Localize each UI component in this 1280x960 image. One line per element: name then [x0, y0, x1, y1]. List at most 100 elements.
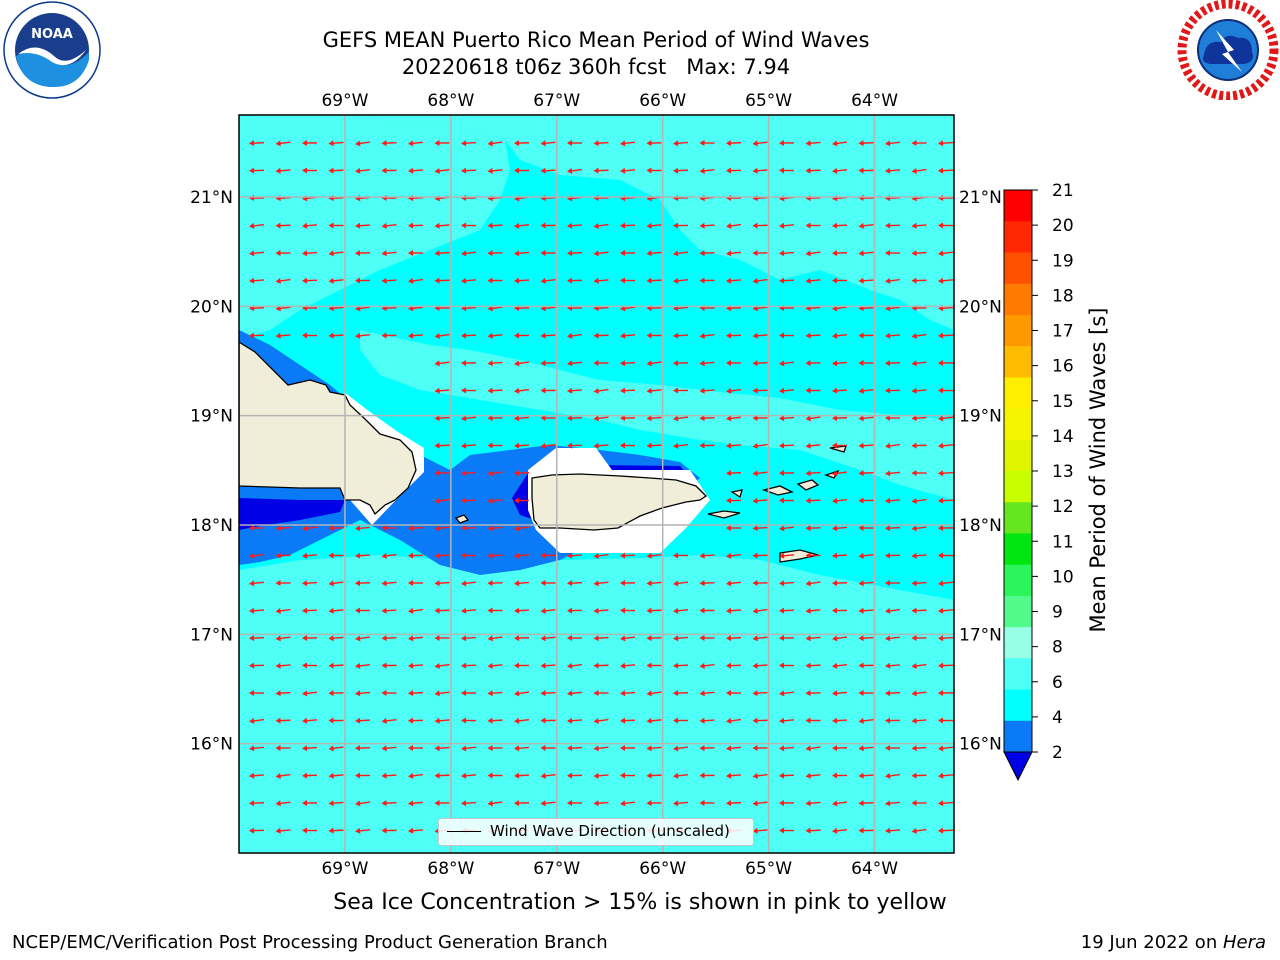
wind-wave-arrow: [249, 250, 265, 257]
wind-wave-arrow: [461, 250, 477, 257]
wind-wave-arrow: [408, 552, 424, 559]
wind-wave-arrow: [779, 525, 795, 532]
wind-wave-arrow: [620, 635, 636, 642]
colorbar-segment: [1004, 252, 1032, 285]
wind-wave-arrow: [302, 552, 318, 559]
wind-wave-arrow: [567, 277, 583, 284]
wind-wave-arrow: [752, 332, 768, 339]
chart-subtitle: 20220618 t06z 360h fcst Max: 7.94: [401, 55, 791, 79]
wind-wave-arrow: [858, 717, 874, 724]
wind-wave-arrow: [567, 580, 583, 587]
wind-wave-arrow: [832, 222, 848, 229]
colorbar-tick-label: 17: [1052, 322, 1074, 342]
wind-wave-arrow: [567, 332, 583, 339]
wind-wave-arrow: [593, 140, 609, 147]
wind-wave-arrow: [381, 277, 397, 284]
wind-wave-arrow: [779, 250, 795, 257]
wind-wave-arrow: [858, 662, 874, 669]
wind-wave-arrow: [726, 525, 741, 531]
wind-wave-arrow: [938, 277, 954, 284]
wind-wave-arrow: [540, 167, 556, 174]
wind-wave-arrow: [540, 607, 556, 614]
wind-wave-arrow: [885, 415, 900, 421]
wind-wave-arrow: [752, 717, 768, 724]
wind-wave-arrow: [885, 442, 901, 449]
wind-wave-arrow: [858, 277, 874, 284]
wind-wave-arrow: [779, 635, 795, 642]
wind-wave-arrow: [673, 690, 689, 697]
wind-wave-arrow: [593, 662, 609, 669]
wind-wave-arrow: [726, 360, 741, 366]
wind-wave-arrow: [779, 580, 795, 587]
wind-wave-arrow: [593, 772, 609, 779]
colorbar-segment: [1004, 627, 1032, 659]
wind-wave-arrow: [302, 772, 318, 779]
wind-wave-arrow: [646, 690, 662, 697]
wind-wave-arrow: [779, 607, 795, 614]
wind-wave-arrow: [487, 332, 503, 339]
lat-tick-label: 16°N: [959, 735, 1002, 755]
wind-wave-arrow: [885, 580, 900, 586]
wind-wave-arrow: [540, 662, 556, 669]
wind-wave-arrow: [673, 635, 689, 642]
wind-wave-arrow: [911, 580, 927, 587]
wind-wave-arrow: [302, 800, 318, 807]
wind-wave-arrow: [328, 580, 344, 587]
wind-wave-arrow: [249, 635, 265, 642]
wind-wave-arrow: [275, 250, 291, 257]
wind-wave-arrow: [805, 470, 821, 477]
wind-wave-arrow: [434, 580, 450, 587]
noaa-logo-text: NOAA: [31, 27, 73, 42]
lon-tick-label: 69°W: [321, 859, 368, 879]
wind-wave-arrow: [328, 277, 344, 284]
wind-wave-arrow: [779, 140, 795, 147]
wind-wave-arrow: [408, 140, 424, 147]
wind-wave-arrow: [699, 745, 715, 752]
wind-wave-arrow: [514, 580, 530, 587]
lon-tick-label: 69°W: [321, 91, 368, 111]
wind-wave-arrow: [699, 690, 715, 697]
land-vieques: [707, 510, 741, 519]
wind-wave-arrow: [673, 442, 689, 449]
wind-wave-arrow: [832, 800, 848, 807]
wind-wave-arrow: [885, 635, 901, 642]
wind-wave-arrow: [805, 607, 821, 614]
wind-wave-arrow: [514, 525, 530, 532]
wind-wave-arrow: [858, 552, 874, 559]
wind-wave-arrow: [593, 800, 609, 807]
lat-tick-label: 19°N: [190, 407, 233, 427]
wind-wave-arrow: [646, 387, 662, 394]
wind-wave-arrow: [540, 387, 556, 394]
wind-wave-arrow: [540, 140, 556, 147]
lat-tick-label: 21°N: [959, 188, 1002, 208]
wind-wave-arrow: [249, 167, 265, 174]
wind-wave-arrow: [249, 772, 265, 779]
wind-wave-arrow: [302, 222, 318, 229]
wind-wave-arrow: [646, 580, 662, 587]
wind-wave-arrow: [275, 332, 291, 339]
wind-wave-arrow: [249, 717, 265, 724]
wind-wave-arrow: [355, 607, 371, 614]
wind-wave-arrow: [514, 745, 530, 752]
lat-tick-label: 19°N: [959, 407, 1002, 427]
wind-wave-arrow: [832, 717, 848, 724]
wind-wave-arrow: [832, 580, 848, 587]
colorbar-tick-label: 14: [1052, 427, 1074, 447]
wind-wave-arrow: [275, 827, 291, 834]
wind-wave-arrow: [593, 690, 609, 697]
wind-wave-arrow: [832, 745, 848, 752]
footer-date-text: 19 Jun 2022 on: [1080, 932, 1223, 953]
wind-wave-arrow: [275, 552, 291, 559]
lon-tick-label: 67°W: [533, 859, 580, 879]
wind-wave-arrow: [885, 607, 901, 614]
wind-wave-arrow: [779, 827, 795, 834]
wind-wave-arrow: [938, 635, 954, 642]
wind-wave-arrow: [461, 607, 477, 614]
wind-wave-arrow: [885, 140, 901, 147]
wind-wave-arrow: [885, 167, 901, 174]
wind-wave-arrow: [938, 745, 954, 752]
wind-wave-arrow: [540, 690, 556, 697]
wind-wave-arrow: [858, 415, 874, 422]
wind-wave-arrow: [832, 772, 848, 779]
wind-wave-arrow: [699, 607, 715, 614]
